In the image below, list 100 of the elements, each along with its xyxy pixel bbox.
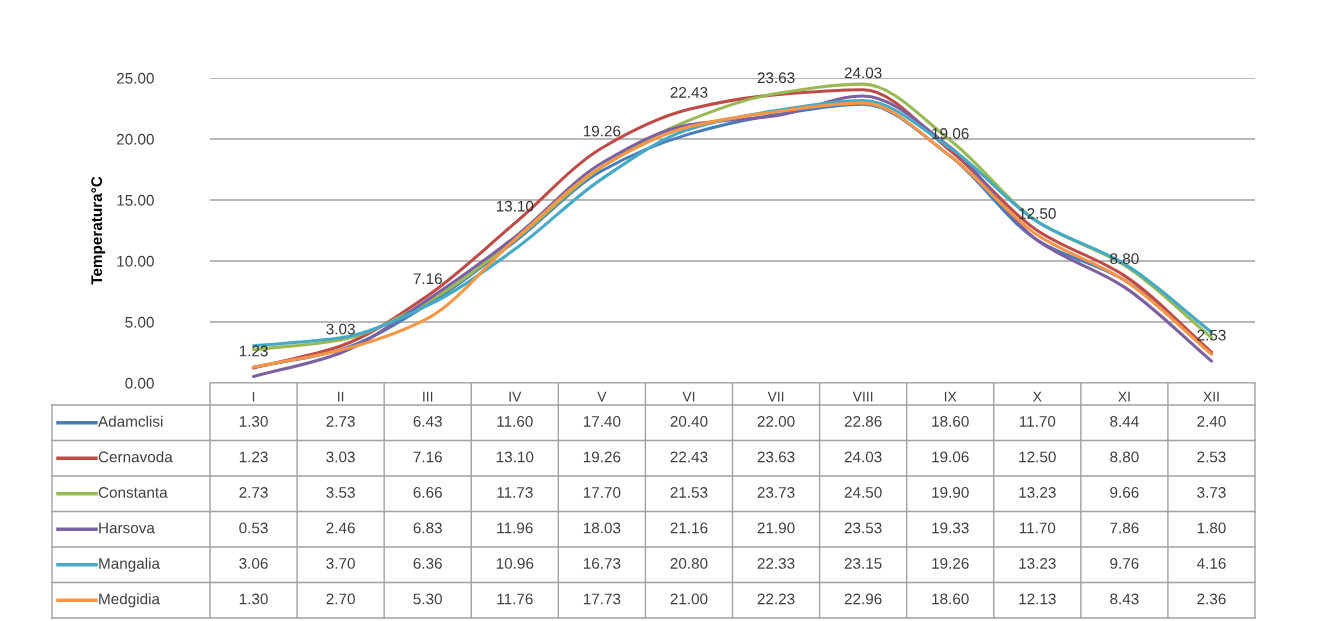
data-label: 20.80 — [670, 558, 708, 569]
data-label: 12.50 — [1019, 451, 1056, 463]
x-tick-label: I — [252, 391, 255, 402]
legend-label: Cernavoda — [98, 451, 173, 463]
data-label: 18.03 — [583, 522, 621, 534]
x-tick-label: II — [338, 391, 344, 402]
x-tick-label: VI — [682, 391, 695, 402]
data-label: 1.80 — [1197, 522, 1226, 534]
data-label: 7.86 — [1110, 522, 1139, 534]
data-label: 21.00 — [670, 593, 708, 605]
y-tick-label: 25.00 — [116, 72, 154, 84]
data-label: 19.06 — [932, 451, 969, 463]
data-label: 16.73 — [583, 558, 621, 569]
x-tick-label: VIII — [852, 391, 873, 402]
data-label: 11.73 — [497, 487, 533, 498]
data-label: 3.03 — [326, 451, 355, 463]
data-label: 5.30 — [413, 593, 442, 605]
y-axis-title: Temperatura°C — [91, 176, 106, 285]
data-label: 3.73 — [1197, 487, 1226, 498]
data-label: 2.70 — [326, 593, 355, 605]
data-label: 8.80 — [1110, 451, 1139, 463]
legend-label: Mangalia — [99, 557, 160, 572]
data-label: 6.36 — [413, 558, 442, 569]
data-label: 24.50 — [844, 487, 882, 498]
data-label: 9.76 — [1110, 558, 1139, 569]
data-label: 3.70 — [326, 558, 355, 569]
data-label: 6.83 — [413, 522, 442, 534]
x-tick-label: XI — [1118, 391, 1130, 402]
data-label: 20.40 — [670, 416, 708, 427]
data-label: 22.96 — [844, 593, 882, 605]
data-label: 2.40 — [1197, 416, 1226, 427]
data-label: 19.26 — [583, 451, 621, 463]
annotation: 7.16 — [413, 273, 442, 285]
data-label: 21.53 — [670, 487, 708, 498]
data-label: 13.10 — [496, 451, 534, 463]
data-label: 11.96 — [497, 522, 533, 534]
y-tick-label: 0.00 — [125, 377, 154, 389]
data-label: 23.53 — [844, 522, 882, 534]
data-label: 23.63 — [757, 451, 795, 463]
x-tick-label: XII — [1203, 391, 1219, 402]
data-label: 10.96 — [496, 558, 534, 569]
data-label: 13.23 — [1019, 558, 1056, 569]
data-label: 11.70 — [1019, 416, 1056, 427]
x-tick-label: V — [597, 391, 607, 402]
data-label: 2.73 — [239, 487, 268, 498]
data-label: 13.23 — [1019, 487, 1056, 498]
legend-label: Constanta — [98, 487, 168, 498]
data-label: 17.73 — [583, 593, 621, 605]
x-tick-label: IV — [509, 391, 522, 402]
data-label: 2.46 — [326, 522, 355, 534]
legend-label: Adamclisi — [98, 415, 163, 427]
data-label: 18.60 — [932, 416, 969, 427]
annotation: 24.03 — [844, 67, 882, 79]
data-label: 1.30 — [239, 593, 268, 605]
data-label: 22.86 — [844, 416, 882, 427]
data-label: 6.43 — [413, 416, 442, 427]
data-label: 18.60 — [932, 593, 969, 605]
data-label: 3.53 — [326, 487, 355, 498]
annotation: 23.63 — [757, 72, 795, 84]
data-label: 9.66 — [1110, 487, 1139, 498]
y-tick-label: 10.00 — [117, 255, 154, 267]
data-label: 1.30 — [239, 416, 268, 427]
x-tick-label: IX — [944, 391, 957, 402]
data-label: 22.23 — [757, 593, 795, 605]
annotation: 19.26 — [583, 125, 621, 137]
data-label: 22.33 — [757, 558, 795, 569]
data-label: 23.15 — [844, 558, 882, 569]
data-label: 24.03 — [844, 451, 882, 463]
data-label: 8.43 — [1110, 593, 1139, 605]
data-label: 19.90 — [932, 487, 969, 498]
x-tick-label: VII — [767, 391, 784, 402]
annotation: 3.03 — [326, 323, 355, 335]
annotation: 1.23 — [239, 345, 268, 357]
data-label: 3.06 — [239, 558, 268, 569]
data-label: 2.36 — [1197, 593, 1226, 605]
y-tick-label: 15.00 — [117, 194, 154, 206]
data-label: 17.40 — [583, 416, 621, 427]
data-label: 4.16 — [1196, 558, 1226, 569]
data-label: 11.76 — [497, 593, 533, 605]
data-label: 2.73 — [326, 416, 355, 427]
x-tick-label: X — [1032, 391, 1042, 402]
data-label: 21.16 — [670, 522, 708, 534]
y-tick-label: 20.00 — [116, 133, 154, 145]
x-tick-label: III — [423, 391, 433, 402]
data-label: 0.53 — [239, 522, 268, 534]
data-label: 12.13 — [1019, 593, 1056, 605]
data-label: 23.73 — [757, 487, 795, 498]
data-label: 19.26 — [932, 558, 969, 569]
data-label: 11.70 — [1019, 522, 1056, 534]
legend-label: Medgidia — [99, 593, 160, 608]
data-label: 21.90 — [757, 522, 795, 534]
data-label: 11.60 — [497, 416, 533, 427]
data-label: 8.44 — [1110, 416, 1139, 427]
annotation: 22.43 — [670, 86, 708, 98]
data-label: 7.16 — [413, 451, 442, 463]
data-label: 22.00 — [757, 416, 795, 427]
data-label: 17.70 — [583, 487, 621, 498]
data-label: 19.33 — [932, 522, 969, 534]
y-tick-label: 5.00 — [125, 316, 154, 328]
legend-label: Harsova — [99, 522, 155, 534]
